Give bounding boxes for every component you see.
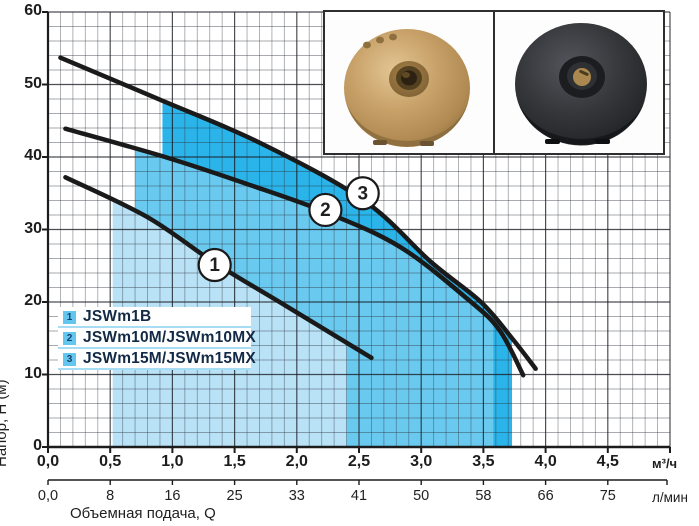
legend-item-number: 1	[63, 310, 76, 324]
x-tick-label: 1,0	[161, 453, 184, 470]
pump-curve-2	[63, 126, 526, 378]
x-tick-label: 3,5	[472, 453, 495, 470]
y-tick-label: 60	[24, 2, 42, 19]
legend-item: 1 JSWm1B	[58, 307, 251, 328]
curve-marker-2	[308, 192, 343, 228]
x-tick-label-lpm: 41	[350, 488, 368, 504]
y-tick-label: 50	[24, 74, 42, 92]
impeller-photos-panel	[323, 10, 665, 155]
curve-marker-3	[345, 176, 380, 211]
impeller-photo-plastic	[495, 12, 663, 153]
x-tick-label-lpm: 8	[106, 488, 115, 504]
x-axis-unit-secondary: л/мин	[652, 490, 688, 505]
legend: 1 JSWm1B 2 JSWm10M/JSWm10MX 3 JSWm15M/JSWm15M…	[58, 307, 256, 370]
y-axis-title: Напор, H (м)	[0, 379, 10, 467]
y-tick-label: 40	[24, 147, 42, 164]
plastic-impeller-image	[515, 23, 647, 146]
x-tick-label-lpm: 75	[599, 488, 616, 504]
x-tick-label-lpm: 0,0	[37, 488, 59, 504]
curve-marker-label-2: 2	[320, 200, 331, 221]
legend-item: 2 JSWm10M/JSWm10MX	[58, 328, 256, 349]
x-tick-label: 2,0	[285, 453, 308, 470]
legend-item-label: JSWm15M/JSWm15MX	[83, 350, 256, 367]
x-tick-label: 4,5	[596, 453, 619, 470]
legend-item: 3 JSWm15M/JSWm15MX	[58, 349, 256, 370]
x-tick-label-lpm: 50	[413, 488, 430, 504]
curve-marker-label-3: 3	[357, 183, 368, 204]
x-tick-label: 0,5	[99, 453, 122, 470]
x-axis-unit-primary: м³/ч	[652, 456, 678, 471]
legend-item-number: 2	[63, 331, 76, 345]
legend-item-number: 3	[63, 352, 76, 366]
impeller-photo-brass	[325, 12, 495, 153]
x-tick-label-lpm: 58	[475, 488, 492, 504]
curve-marker-label-1: 1	[209, 255, 220, 276]
curve-marker-1	[197, 247, 232, 283]
x-tick-label-lpm: 66	[537, 488, 554, 504]
y-tick-label: 10	[24, 364, 42, 382]
x-axis-title: Объемная подача, Q	[70, 505, 216, 522]
x-tick-label: 3,0	[410, 453, 433, 470]
brass-impeller-image	[344, 29, 470, 147]
y-tick-label: 30	[24, 219, 42, 237]
x-tick-label: 4,0	[534, 453, 557, 470]
legend-item-label: JSWm1B	[83, 308, 152, 325]
legend-item-label: JSWm10M/JSWm10MX	[83, 329, 256, 346]
x-tick-label-lpm: 33	[288, 488, 305, 504]
y-tick-label: 20	[24, 292, 42, 309]
x-tick-label: 0,0	[36, 453, 60, 470]
x-tick-label: 2,5	[347, 453, 371, 470]
y-tick-label: 0	[33, 437, 42, 454]
x-tick-label: 1,5	[223, 453, 246, 470]
x-tick-label-lpm: 16	[164, 488, 181, 504]
x-tick-label-lpm: 25	[226, 488, 243, 504]
